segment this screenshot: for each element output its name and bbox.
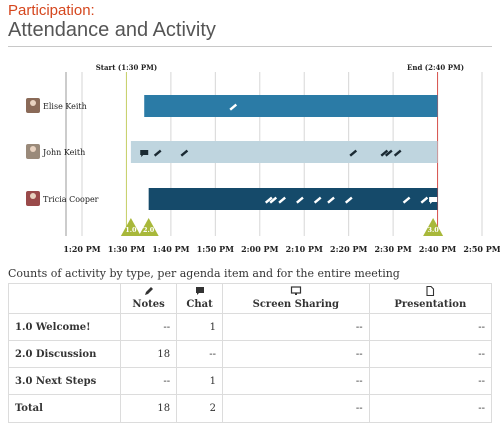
cell-notes: 18 [119,340,178,368]
note-mark-icon [269,196,278,204]
total-screen-sharing: -- [221,394,370,423]
end-label: End (2:40 PM) [407,63,464,72]
attendance-timeline: 1:20 PM 1:30 PM 1:40 PM 1:50 PM 2:00 PM 2:10 … [26,63,500,254]
note-mark-icon [229,103,238,111]
column-chat-label: Chat [186,299,213,310]
note-mark-icon [384,149,393,157]
x-tick-label: 2:40 PM [419,244,456,254]
start-label: Start (1:30 PM) [96,63,157,72]
cell-presentation: -- [368,313,493,341]
agenda-marker [138,218,159,236]
column-notes-label: Notes [132,299,165,310]
counts-caption: Counts of activity by type, per agenda i… [8,267,400,280]
x-tick-label: 1:40 PM [152,244,189,254]
note-mark-icon [278,196,286,204]
cell-chat: -- [176,340,223,368]
agenda-marker-label: 1.0 [125,226,137,234]
note-mark-icon [402,196,411,204]
cell-screen-sharing: -- [221,367,370,395]
document-icon [370,285,491,297]
pencil-icon [121,285,176,297]
chat-mark-icon [140,150,149,157]
note-mark-icon [380,149,389,157]
header-empty-cell [8,283,121,314]
column-presentation: Presentation [368,283,493,314]
avatar-face-icon [30,146,36,152]
chat-mark-icon [429,197,438,204]
table-row: 3.0 Next Steps -- 1 -- -- [8,367,493,395]
row-label: 1.0 Welcome! [8,313,121,341]
x-tick-label: 2:30 PM [374,244,411,254]
cell-screen-sharing: -- [221,340,370,368]
note-mark-icon [349,149,358,157]
table-header-row: Notes Chat Screen Sharing Presentation [8,283,493,314]
cell-presentation: -- [368,340,493,368]
x-tick-label: 2:00 PM [241,244,278,254]
total-label: Total [8,394,121,423]
note-mark-icon [296,196,304,204]
column-chat: Chat [176,283,223,314]
column-screen-sharing-label: Screen Sharing [252,299,339,310]
activity-counts-table: Notes Chat Screen Sharing Presentation [8,283,493,423]
note-mark-icon [153,149,162,157]
header-divider [8,46,492,47]
cell-presentation: -- [368,367,493,395]
participant-name: John Keith [42,148,85,157]
attendance-bar [144,95,438,117]
page-kicker: Participation: [8,2,95,19]
note-mark-icon [420,196,429,204]
agenda-marker [120,218,141,236]
note-mark-icon [393,149,402,157]
note-mark-icon [327,196,335,204]
cell-chat: 1 [176,313,223,341]
column-screen-sharing: Screen Sharing [221,283,370,314]
total-chat: 2 [176,394,223,423]
x-tick-label: 2:50 PM [463,244,500,254]
note-mark-icon [313,196,322,204]
agenda-marker-label: 3.0 [427,226,439,234]
column-notes: Notes [119,283,178,314]
participant-name: Tricia Cooper [43,195,99,204]
x-tick-label: 1:30 PM [108,244,145,254]
avatar-face-icon [30,100,36,106]
monitor-icon [223,285,369,297]
x-tick-label: 1:50 PM [197,244,234,254]
x-tick-label: 2:10 PM [286,244,323,254]
cell-screen-sharing: -- [221,313,370,341]
x-tick-label: 1:20 PM [63,244,100,254]
note-mark-icon [264,196,273,204]
agenda-marker-label: 2.0 [143,226,155,234]
attendance-bar [148,188,438,210]
total-notes: 18 [119,394,178,423]
chat-icon [177,285,222,297]
cell-chat: 1 [176,367,223,395]
agenda-marker [423,218,444,236]
table-row: 1.0 Welcome! -- 1 -- -- [8,313,493,341]
note-mark-icon [180,149,189,157]
avatar-face-icon [30,193,36,199]
column-presentation-label: Presentation [394,299,467,310]
table-row: 2.0 Discussion 18 -- -- -- [8,340,493,368]
participant-name: Elise Keith [43,102,87,111]
cell-notes: -- [119,367,178,395]
cell-notes: -- [119,313,178,341]
table-total-row: Total 18 2 -- -- [8,394,493,423]
page-title: Attendance and Activity [8,19,216,41]
note-mark-icon [344,196,353,204]
row-label: 3.0 Next Steps [8,367,121,395]
x-tick-label: 2:20 PM [330,244,367,254]
attendance-bar [130,141,438,163]
row-label: 2.0 Discussion [8,340,121,368]
total-presentation: -- [368,394,493,423]
